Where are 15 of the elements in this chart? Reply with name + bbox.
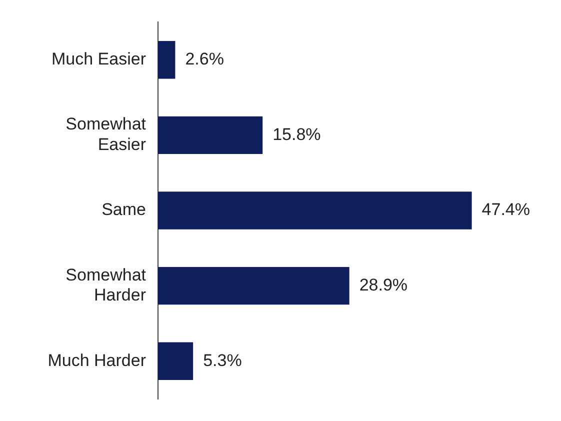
y-tick-label: Much Harder [48,350,146,370]
bar [158,192,472,230]
y-tick-label: Somewhat Easier [66,114,146,154]
data-label: 28.9% [359,276,408,295]
bar [158,41,176,79]
bar [158,342,194,380]
bar [158,266,350,305]
bar [158,116,263,154]
data-label: 2.6% [185,50,224,69]
data-label: 15.8% [272,124,321,144]
y-tick-label: Somewhat Harder [66,265,146,305]
y-tick-label: Same [102,200,146,220]
data-label: 47.4% [482,200,530,220]
y-tick-label: Much Easier [52,50,146,69]
data-label: 5.3% [203,350,242,370]
